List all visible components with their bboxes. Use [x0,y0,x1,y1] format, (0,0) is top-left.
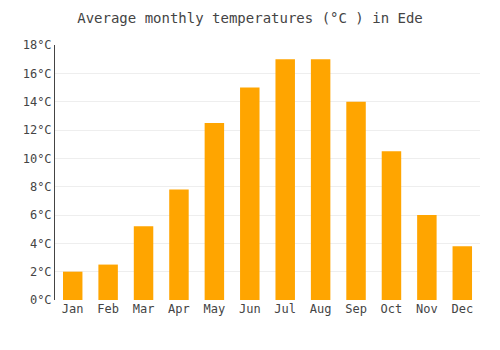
svg-text:16°C: 16°C [23,67,52,81]
svg-text:Apr: Apr [168,302,190,316]
svg-text:Dec: Dec [451,302,473,316]
svg-text:2°C: 2°C [30,265,52,279]
svg-text:6°C: 6°C [30,208,52,222]
svg-text:4°C: 4°C [30,237,52,251]
svg-text:Sep: Sep [345,302,367,316]
svg-text:8°C: 8°C [30,180,52,194]
svg-text:Average monthly temperatures (: Average monthly temperatures (°C ) in Ed… [77,10,423,26]
svg-text:Oct: Oct [381,302,403,316]
svg-text:12°C: 12°C [23,123,52,137]
svg-text:18°C: 18°C [23,38,52,52]
svg-text:Jan: Jan [62,302,84,316]
svg-text:Feb: Feb [97,302,119,316]
svg-text:Mar: Mar [133,302,155,316]
svg-text:May: May [204,302,226,316]
svg-text:Nov: Nov [416,302,438,316]
svg-text:10°C: 10°C [23,152,52,166]
svg-text:Jun: Jun [239,302,261,316]
svg-text:Aug: Aug [310,302,332,316]
svg-text:Jul: Jul [274,302,296,316]
svg-text:0°C: 0°C [30,293,52,307]
svg-text:14°C: 14°C [23,95,52,109]
